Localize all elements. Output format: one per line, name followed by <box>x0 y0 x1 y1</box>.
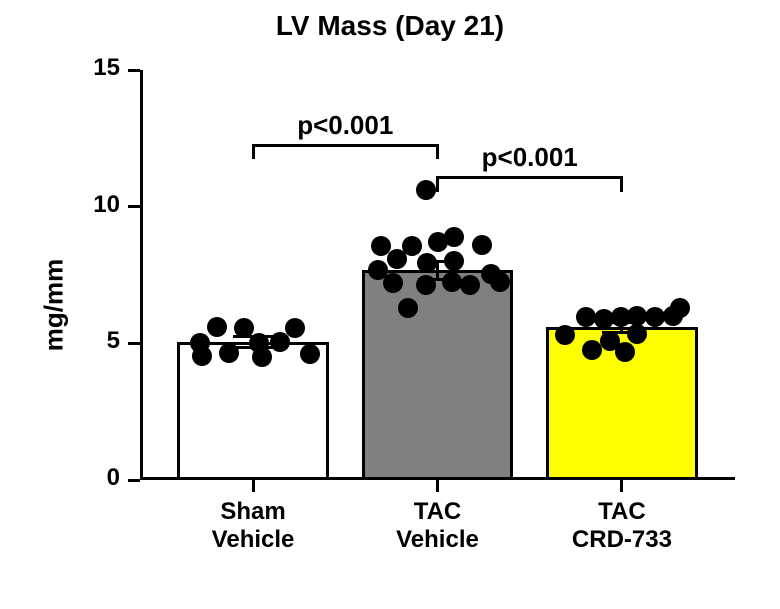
data-point <box>300 344 320 364</box>
xtick-line <box>436 480 439 492</box>
data-point <box>417 253 437 273</box>
ytick-label: 10 <box>60 191 120 219</box>
xlabel-line2: CRD-733 <box>516 526 728 554</box>
data-point <box>444 251 464 271</box>
xlabel-line1: TAC <box>332 498 544 526</box>
data-point <box>207 317 227 337</box>
xlabel-line2: Vehicle <box>147 526 359 554</box>
data-point <box>402 236 422 256</box>
chart-container: LV Mass (Day 21) mg/mm 051015ShamVehicle… <box>0 0 780 609</box>
significance-bar <box>253 144 437 147</box>
plot-area: 051015ShamVehicleTACVehicleTACCRD-733p<0… <box>140 70 735 480</box>
data-point <box>472 235 492 255</box>
xtick-line <box>620 480 623 492</box>
ytick-label: 0 <box>60 464 120 492</box>
data-point <box>219 343 239 363</box>
data-point <box>416 275 436 295</box>
xlabel-tac-vehicle: TACVehicle <box>332 498 544 553</box>
data-point <box>192 346 212 366</box>
data-point <box>444 227 464 247</box>
xlabel-line2: Vehicle <box>332 526 544 554</box>
data-point <box>490 272 510 292</box>
data-point <box>383 273 403 293</box>
xlabel-line1: TAC <box>516 498 728 526</box>
ytick-line <box>128 69 140 72</box>
ytick-label: 15 <box>60 54 120 82</box>
data-point <box>285 318 305 338</box>
significance-drop <box>436 176 439 191</box>
data-point <box>627 324 647 344</box>
significance-label: p<0.001 <box>253 110 437 141</box>
data-point <box>670 298 690 318</box>
xlabel-tac-crd733: TACCRD-733 <box>516 498 728 553</box>
data-point <box>615 342 635 362</box>
ytick-label: 5 <box>60 327 120 355</box>
data-point <box>252 347 272 367</box>
xtick-line <box>252 480 255 492</box>
significance-drop <box>620 176 623 191</box>
significance-drop <box>252 144 255 159</box>
chart-title: LV Mass (Day 21) <box>0 10 780 42</box>
data-point <box>398 298 418 318</box>
data-point <box>460 275 480 295</box>
y-axis-line <box>140 70 143 480</box>
ytick-line <box>128 342 140 345</box>
bar-tac-vehicle <box>362 270 514 480</box>
ytick-line <box>128 205 140 208</box>
data-point <box>416 180 436 200</box>
xlabel-sham-vehicle: ShamVehicle <box>147 498 359 553</box>
significance-bar <box>438 176 622 179</box>
data-point <box>582 340 602 360</box>
significance-label: p<0.001 <box>438 142 622 173</box>
xlabel-line1: Sham <box>147 498 359 526</box>
ytick-line <box>128 479 140 482</box>
data-point <box>555 325 575 345</box>
